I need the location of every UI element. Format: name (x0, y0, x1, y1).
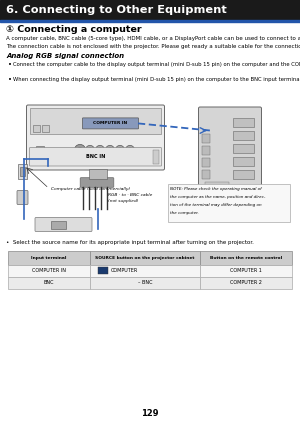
Bar (200, 264, 292, 277)
Bar (0, 20, 300, 22)
Circle shape (125, 146, 134, 154)
Bar (36, 146, 44, 154)
Text: Button on the remote control: Button on the remote control (210, 255, 282, 259)
Bar (18, 164, 27, 179)
Text: – BNC: – BNC (138, 280, 152, 285)
Bar (233, 143, 254, 153)
Bar (233, 131, 254, 140)
Text: When connecting the display output terminal (mini D-sub 15 pin) on the computer : When connecting the display output termi… (13, 77, 300, 82)
Circle shape (98, 148, 102, 152)
Bar (90, 264, 200, 277)
Bar (202, 146, 210, 154)
Text: COMPUTER 1: COMPUTER 1 (230, 268, 262, 273)
Circle shape (118, 148, 122, 152)
Bar (200, 250, 292, 264)
Bar (8, 264, 90, 277)
Text: (not supplied): (not supplied) (108, 198, 139, 203)
FancyBboxPatch shape (17, 190, 28, 204)
Bar (202, 134, 210, 143)
Circle shape (77, 147, 83, 152)
Bar (8, 277, 90, 288)
FancyBboxPatch shape (35, 217, 92, 231)
Bar (233, 118, 254, 126)
Text: COMPUTER: COMPUTER (111, 268, 138, 273)
Bar (153, 150, 159, 164)
Text: 6. Connecting to Other Equipment: 6. Connecting to Other Equipment (6, 5, 227, 15)
Circle shape (106, 146, 115, 154)
FancyBboxPatch shape (29, 148, 161, 166)
Text: COMPUTER 2: COMPUTER 2 (230, 280, 262, 285)
Bar (233, 157, 254, 165)
Bar (168, 184, 290, 222)
Text: 129: 129 (141, 409, 159, 418)
Bar (90, 250, 200, 264)
Text: A computer cable, BNC cable (5-core type), HDMI cable, or a DisplayPort cable ca: A computer cable, BNC cable (5-core type… (6, 36, 300, 41)
Bar (33, 125, 40, 132)
Bar (202, 157, 210, 167)
Bar (90, 277, 200, 288)
Bar (20, 167, 25, 176)
Circle shape (88, 148, 92, 152)
Circle shape (74, 144, 86, 155)
Bar (42, 125, 49, 132)
Bar (98, 267, 108, 274)
Text: COMPUTER IN: COMPUTER IN (93, 121, 128, 125)
Text: tion of the terminal may differ depending on: tion of the terminal may differ dependin… (170, 203, 262, 206)
Text: the computer as the name, position and direc-: the computer as the name, position and d… (170, 195, 266, 198)
Text: ① Connecting a computer: ① Connecting a computer (6, 25, 142, 33)
Circle shape (108, 148, 112, 152)
Text: Connect the computer cable to the display output terminal (mini D-sub 15 pin) on: Connect the computer cable to the displa… (13, 61, 300, 66)
FancyBboxPatch shape (26, 105, 164, 170)
FancyBboxPatch shape (82, 118, 139, 129)
Bar (205, 181, 229, 193)
Text: •: • (8, 61, 12, 68)
Text: •: • (8, 77, 12, 82)
Bar (89, 168, 107, 179)
Text: Analog RGB signal connection: Analog RGB signal connection (6, 52, 124, 59)
Text: RGB · to · BNC cable: RGB · to · BNC cable (108, 192, 152, 197)
Circle shape (116, 146, 124, 154)
Text: •  Select the source name for its appropriate input terminal after turning on th: • Select the source name for its appropr… (6, 239, 254, 244)
Circle shape (85, 146, 94, 154)
Text: BNC IN: BNC IN (86, 154, 105, 159)
Text: COMPUTER IN: COMPUTER IN (32, 268, 66, 273)
Text: BNC: BNC (44, 280, 54, 285)
Bar (30, 108, 161, 135)
Bar (200, 277, 292, 288)
Bar (51, 220, 66, 228)
Text: Input terminal: Input terminal (31, 255, 67, 259)
Circle shape (95, 146, 104, 154)
Bar (8, 250, 90, 264)
Bar (233, 170, 254, 179)
Bar (0, 0, 300, 20)
Text: SOURCE button on the projector cabinet: SOURCE button on the projector cabinet (95, 255, 195, 259)
Text: the computer.: the computer. (170, 211, 199, 214)
Bar (202, 170, 210, 179)
FancyBboxPatch shape (80, 178, 114, 187)
Text: NOTE: Please check the operating manual of: NOTE: Please check the operating manual … (170, 187, 262, 190)
Text: Computer cable (sold commercially): Computer cable (sold commercially) (51, 187, 130, 190)
Text: The connection cable is not enclosed with the projector. Please get ready a suit: The connection cable is not enclosed wit… (6, 44, 300, 49)
Circle shape (128, 148, 132, 152)
FancyBboxPatch shape (199, 107, 262, 200)
